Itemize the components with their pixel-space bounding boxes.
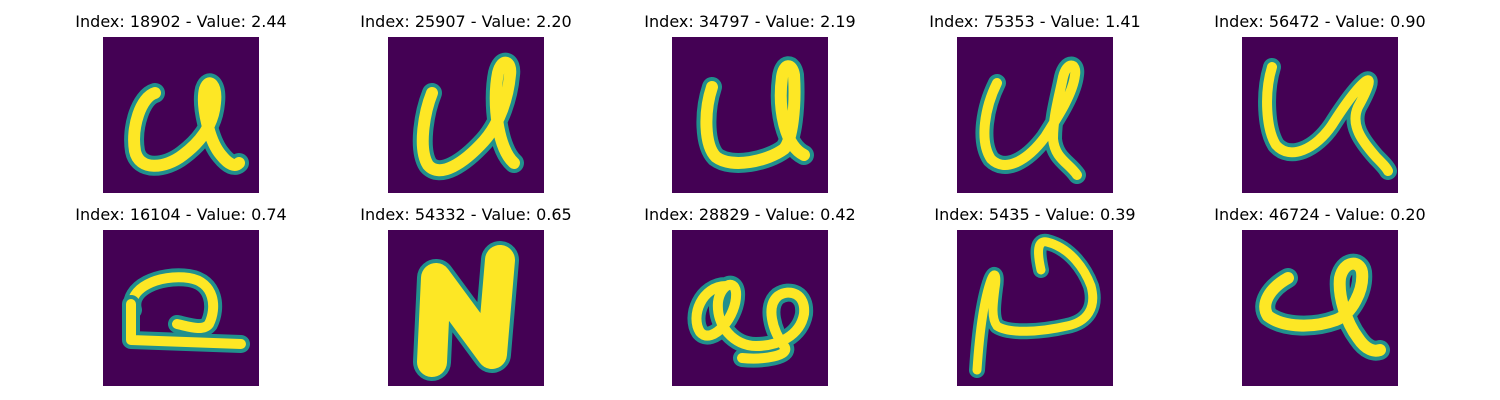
- panel-title: Index: 75353 - Value: 1.41: [929, 12, 1141, 31]
- glyph-image: [672, 37, 828, 193]
- panel-title: Index: 54332 - Value: 0.65: [360, 205, 572, 224]
- panel-title: Index: 56472 - Value: 0.90: [1214, 12, 1426, 31]
- glyph-image: [957, 230, 1113, 386]
- glyph-image: [957, 37, 1113, 193]
- panel-title: Index: 28829 - Value: 0.42: [644, 205, 856, 224]
- panel-title: Index: 18902 - Value: 2.44: [75, 12, 287, 31]
- glyph-image: [388, 230, 544, 386]
- panel-title: Index: 46724 - Value: 0.20: [1214, 205, 1426, 224]
- panel-title: Index: 5435 - Value: 0.39: [934, 205, 1136, 224]
- glyph-image: [1242, 37, 1398, 193]
- glyph-image: [103, 230, 259, 386]
- glyph-image: [388, 37, 544, 193]
- panel-title: Index: 34797 - Value: 2.19: [644, 12, 856, 31]
- panel-title: Index: 16104 - Value: 0.74: [75, 205, 287, 224]
- glyph-image: [103, 37, 259, 193]
- panel-title: Index: 25907 - Value: 2.20: [360, 12, 572, 31]
- glyph-image: [1242, 230, 1398, 386]
- glyph-image: [672, 230, 828, 386]
